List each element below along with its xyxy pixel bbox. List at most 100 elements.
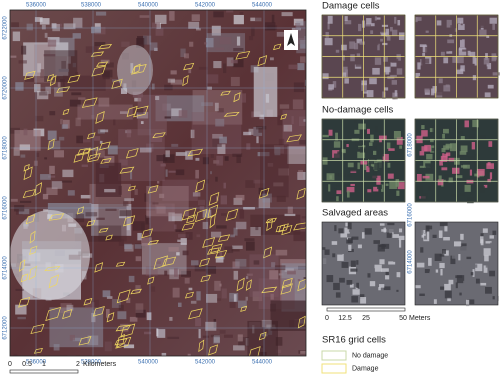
damage-polygon xyxy=(261,286,278,294)
panel-texture xyxy=(439,65,444,72)
panel-texture xyxy=(464,184,471,192)
y-coord: 6720000 xyxy=(3,76,9,100)
terrain-patch xyxy=(226,57,234,67)
panel-texture xyxy=(441,274,444,279)
panel-texture xyxy=(385,270,389,277)
panel-texture xyxy=(439,44,446,52)
terrain-patch xyxy=(118,239,124,246)
terrain-patch xyxy=(287,146,306,164)
panel-texture xyxy=(426,153,433,160)
terrain-patch xyxy=(60,303,72,314)
panel-texture xyxy=(381,268,389,272)
panel-texture xyxy=(398,228,403,233)
terrain-patch xyxy=(107,145,118,155)
panel-texture xyxy=(415,17,422,21)
panel-texture xyxy=(377,43,380,51)
panel-texture xyxy=(354,42,359,50)
panel-texture xyxy=(416,185,424,193)
terrain-patch xyxy=(132,221,145,231)
terrain-patch xyxy=(211,102,216,106)
terrain-patch xyxy=(137,232,142,241)
damage-polygon xyxy=(28,265,38,281)
terrain-patch xyxy=(191,260,199,266)
terrain-patch xyxy=(51,23,63,27)
terrain-patch xyxy=(229,292,239,302)
terrain-patch xyxy=(20,154,26,158)
panel-texture xyxy=(344,227,350,234)
damage-polygon xyxy=(29,245,38,256)
panel-texture xyxy=(484,255,489,262)
terrain-patch xyxy=(221,213,229,216)
panel-texture xyxy=(466,299,470,307)
panel-texture xyxy=(333,153,340,161)
terrain-patch xyxy=(63,23,76,30)
panel-scale-label: 50 xyxy=(399,315,407,322)
panel-texture xyxy=(348,229,357,233)
panel-texture xyxy=(445,143,452,149)
terrain-patch xyxy=(17,316,26,320)
panel-texture xyxy=(372,67,380,75)
terrain-patch xyxy=(188,21,200,29)
panel-texture xyxy=(396,289,399,292)
y-coord: 6712000 xyxy=(3,316,9,340)
terrain-patch xyxy=(256,136,259,144)
panel-texture xyxy=(378,135,387,140)
panel-texture xyxy=(368,142,373,146)
panel-texture xyxy=(489,270,496,277)
panel-texture xyxy=(379,138,382,143)
terrain-patch xyxy=(85,46,98,53)
panel-texture xyxy=(492,289,496,294)
terrain-patch xyxy=(41,24,46,30)
terrain-patch xyxy=(180,48,186,58)
terrain-patch xyxy=(139,15,150,18)
panel-texture xyxy=(460,165,467,168)
panel-texture xyxy=(341,27,344,33)
terrain-patch xyxy=(202,221,209,230)
terrain-patch xyxy=(295,22,301,30)
panel-texture xyxy=(376,17,381,20)
terrain-patch xyxy=(281,45,285,48)
terrain-patch xyxy=(173,224,177,230)
terrain-patch xyxy=(66,56,71,64)
panel-texture xyxy=(443,236,450,241)
panel-texture xyxy=(332,246,339,253)
panel-texture xyxy=(451,254,458,261)
terrain-patch xyxy=(45,86,51,94)
damage-polygon xyxy=(125,148,139,159)
panel-texture xyxy=(366,90,374,98)
terrain-patch xyxy=(213,335,220,343)
panel-texture xyxy=(478,21,486,28)
terrain-patch xyxy=(71,92,82,96)
panel-texture xyxy=(322,257,329,264)
panel-texture xyxy=(448,177,453,183)
north-arrow xyxy=(284,30,298,50)
terrain-patch xyxy=(265,22,276,31)
panel-texture xyxy=(432,34,439,38)
panel-scale-bar xyxy=(326,307,406,312)
terrain-patch xyxy=(146,312,152,321)
panel-texture xyxy=(351,236,359,240)
terrain-patch xyxy=(81,164,88,167)
terrain-patch xyxy=(18,208,30,215)
terrain-patch xyxy=(150,201,156,211)
panel-texture xyxy=(365,278,373,284)
panel-texture xyxy=(350,260,356,267)
terrain-patch xyxy=(176,252,180,256)
terrain-patch xyxy=(198,329,201,339)
x-coord-top: 536000 xyxy=(26,3,47,9)
panel-texture xyxy=(378,284,385,288)
terrain-patch xyxy=(37,63,41,73)
panel-texture xyxy=(374,125,378,133)
terrain-patch xyxy=(150,42,158,51)
panel-texture xyxy=(439,159,444,166)
terrain-patch xyxy=(73,17,83,28)
damage-polygon xyxy=(200,274,211,283)
panel-texture xyxy=(356,223,364,227)
damage-polygon xyxy=(225,208,239,222)
panel-texture xyxy=(465,150,468,157)
terrain-patch xyxy=(100,129,109,133)
panel-texture xyxy=(373,186,379,192)
terrain-patch xyxy=(18,60,27,64)
panel-texture xyxy=(424,144,431,152)
panel-texture xyxy=(392,92,396,100)
